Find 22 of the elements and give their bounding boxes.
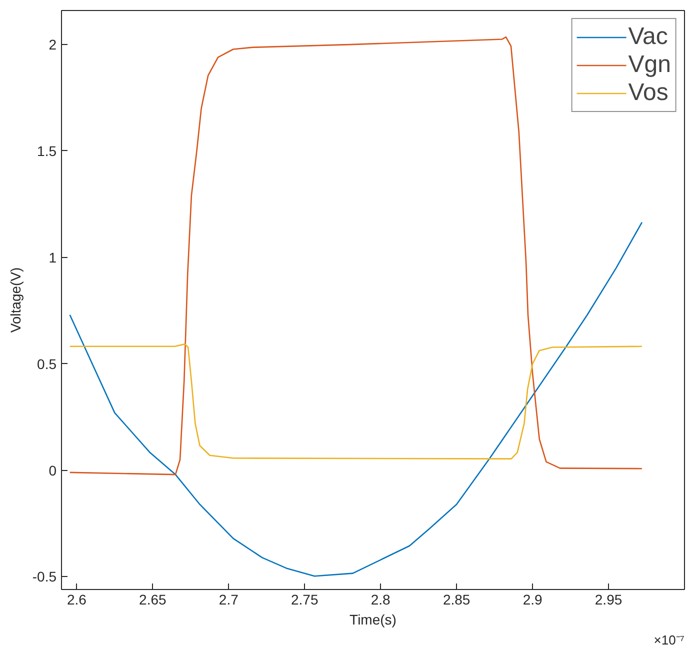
- x-tick-label: 2.75: [291, 592, 318, 608]
- x-tick-label: 2.7: [218, 592, 239, 608]
- text: ×10⁻⁷: [654, 632, 685, 647]
- y-tick-label: 1: [48, 249, 57, 266]
- x-tick-label: 2.6: [66, 592, 87, 608]
- y-tick-label: 0: [48, 462, 57, 478]
- y-tick-label: 1.5: [37, 142, 57, 159]
- x-tick-label: 2.65: [139, 592, 167, 608]
- y-axis-title: Voltage(V): [7, 267, 24, 333]
- line-series: [69, 222, 643, 577]
- x-tick-label: 2.9: [522, 592, 542, 608]
- legend-label: Vac: [628, 23, 668, 51]
- x-tick-label: 2.8: [370, 592, 391, 608]
- x-axis-title: Time(s): [350, 612, 396, 628]
- x-tick-label: 2.95: [594, 592, 622, 608]
- line-series: [69, 343, 643, 460]
- y-tick-label: 0.5: [37, 356, 57, 372]
- x-tick-label: 2.85: [442, 592, 470, 608]
- y-tick-label: -0.5: [32, 568, 57, 585]
- legend-label: Vgn: [628, 51, 671, 79]
- legend-label: Vos: [628, 79, 668, 107]
- y-tick-label: 2: [48, 36, 57, 53]
